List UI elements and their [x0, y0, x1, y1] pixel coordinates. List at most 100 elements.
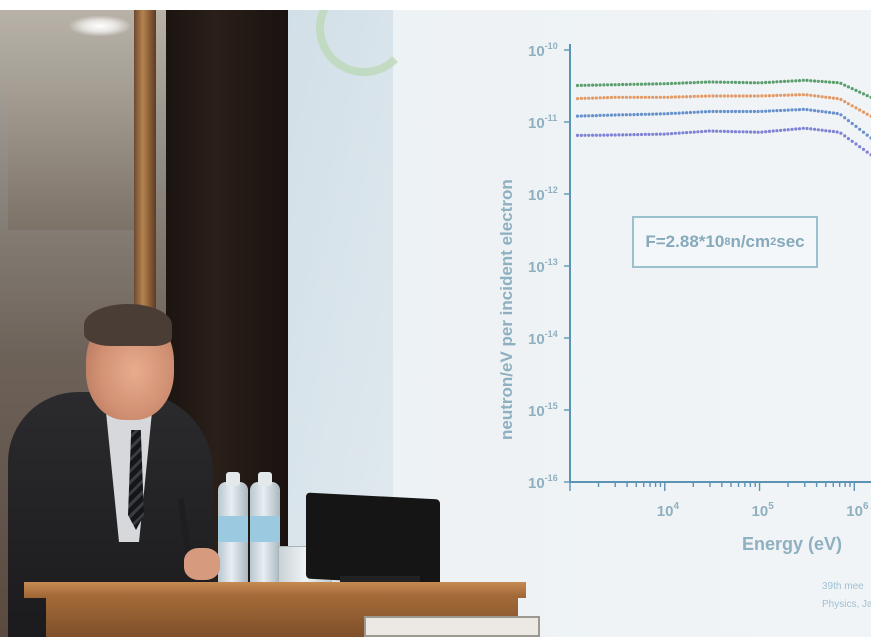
series-4-point: [696, 130, 700, 134]
series-3-point: [839, 113, 843, 117]
series-4-point: [654, 132, 659, 136]
speaker-hair: [84, 304, 172, 346]
series-4-point: [786, 128, 790, 132]
series-2-point: [715, 94, 719, 98]
series-3-point: [801, 107, 805, 111]
series-4-point: [670, 132, 674, 136]
series-3-point: [794, 108, 798, 112]
series-1-point: [643, 82, 647, 86]
series-1-point: [722, 80, 726, 84]
series-3-point: [775, 109, 779, 113]
series-2-point: [583, 96, 587, 100]
series-4-point: [767, 129, 772, 133]
series-1-point: [598, 83, 602, 87]
series-4-point: [794, 127, 798, 131]
series-3-point: [579, 114, 583, 118]
series-2-point: [703, 94, 708, 98]
x-axis-title: Energy (eV): [742, 534, 843, 554]
series-2-point: [813, 94, 817, 98]
series-4-point: [651, 132, 655, 136]
series-2-point: [636, 95, 640, 99]
y-tick-label: 10-16: [528, 473, 558, 492]
series-2-point: [745, 94, 749, 98]
series-2-point: [809, 93, 813, 97]
flux-prefix: F=2.88*10: [645, 232, 725, 251]
series-2-point: [805, 93, 809, 97]
series-1-point: [771, 80, 775, 84]
series-1-point: [696, 80, 700, 84]
series-2-point: [707, 94, 711, 98]
series-2-point: [831, 96, 836, 100]
series-3-point: [745, 109, 749, 114]
series-4-point: [587, 133, 591, 137]
series-3-point: [828, 110, 832, 115]
series-4-point: [813, 127, 817, 131]
series-1-point: [606, 83, 610, 87]
series-4-point: [609, 133, 614, 137]
series-2-point: [677, 95, 681, 99]
series-4-point: [636, 133, 640, 137]
series-4-point: [685, 131, 689, 135]
series-4-point: [591, 133, 595, 137]
series-4-point: [617, 133, 621, 137]
series-1-point: [681, 81, 685, 85]
series-2-point: [771, 94, 775, 98]
series-4-point: [707, 129, 711, 133]
x-tick-label: 104: [657, 501, 680, 520]
series-3-point: [583, 114, 587, 118]
series-4-point: [647, 132, 651, 136]
series-4-point: [688, 130, 693, 134]
series-3-point: [786, 108, 790, 112]
series-2-point: [786, 93, 790, 97]
series-3-point: [677, 111, 681, 115]
series-3-point: [624, 113, 629, 117]
series-1-point: [579, 83, 583, 87]
series-1-point: [843, 83, 847, 87]
series-1-point: [651, 82, 655, 86]
series-1-point: [794, 79, 798, 83]
series-2-point: [658, 95, 662, 99]
series-3-point: [809, 108, 813, 112]
series-3-point: [651, 112, 655, 116]
series-2-point: [726, 94, 730, 98]
series-1-point: [733, 80, 738, 84]
series-4-point: [741, 130, 745, 134]
series-2-point: [579, 96, 583, 100]
series-4-point: [843, 134, 847, 138]
series-2-point: [651, 95, 655, 99]
series-3-point: [752, 109, 757, 114]
series-2-point: [609, 95, 614, 100]
series-1-point: [624, 82, 629, 87]
series-1-point: [707, 80, 711, 84]
series-2-point: [749, 94, 753, 98]
series-3-point: [658, 112, 662, 116]
series-4-point: [824, 129, 828, 133]
series-2-point: [839, 97, 843, 102]
series-1-point: [831, 80, 836, 84]
series-1-point: [813, 79, 817, 83]
series-1-point: [797, 79, 802, 83]
y-tick-label: 10-12: [528, 185, 558, 204]
series-1-point: [575, 83, 580, 88]
series-1-point: [756, 81, 760, 85]
series-3-point: [703, 110, 708, 114]
series-2-point: [801, 93, 805, 97]
series-4-point: [658, 132, 662, 136]
series-4-point: [828, 129, 832, 133]
series-1-point: [764, 80, 768, 85]
series-4-point: [779, 128, 783, 132]
slide-footer-line1: 39th mee: [822, 581, 864, 592]
series-3-point: [666, 112, 670, 116]
series-4-point: [858, 145, 862, 149]
series-1-point: [846, 85, 851, 89]
podium-nameplate: [364, 616, 540, 637]
series-1-point: [632, 82, 636, 86]
series-3-point: [575, 114, 580, 118]
series-3-point: [767, 109, 772, 113]
series-4-point: [711, 129, 715, 133]
series-2-point: [591, 96, 595, 100]
series-2-point: [741, 94, 745, 98]
series-3-point: [749, 109, 753, 114]
series-4-point: [760, 130, 764, 134]
series-1-point: [685, 81, 689, 85]
